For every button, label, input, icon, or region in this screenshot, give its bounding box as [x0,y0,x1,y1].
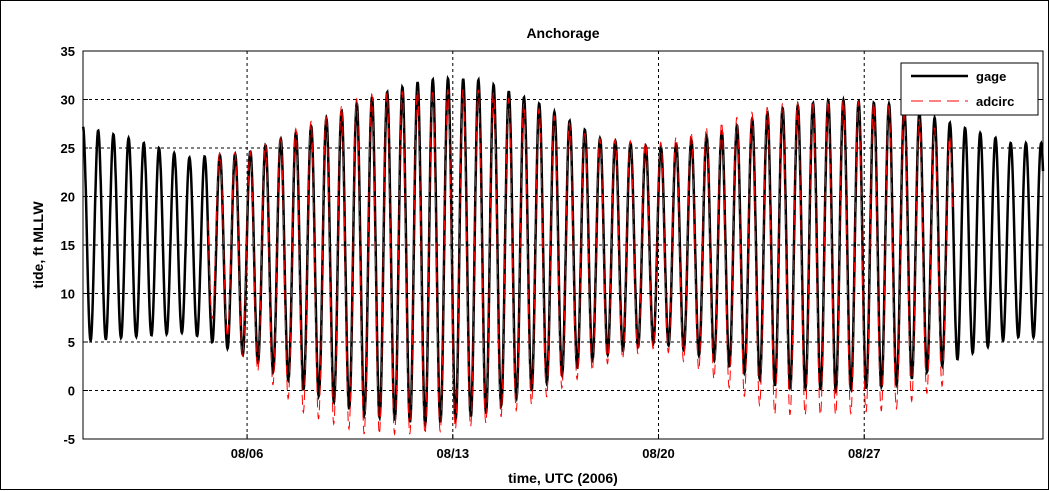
y-tick-label: 0 [68,384,75,399]
y-tick-label: 10 [61,287,75,302]
chart-title: Anchorage [526,25,599,41]
y-tick-label: -5 [63,432,75,447]
x-tick-label: 08/20 [642,446,675,461]
y-tick-label: 20 [61,190,75,205]
y-axis-ticks: -5 0 5 10 15 20 25 30 35 [61,44,1043,447]
y-tick-label: 25 [61,141,75,156]
x-axis-ticks: 08/06 08/13 08/20 08/27 [231,434,881,461]
y-axis-label: tide, ft MLLW [30,201,46,289]
legend-box [900,62,1039,116]
legend: gage adcirc [900,62,1039,116]
series-layer [81,74,1045,437]
x-tick-label: 08/06 [231,446,264,461]
x-tick-label: 08/13 [437,446,470,461]
y-tick-label: 35 [61,44,75,59]
legend-adcirc-label: adcirc [976,94,1014,109]
series-line-adcirc [207,88,953,437]
legend-gage-label: gage [976,69,1006,84]
x-tick-label: 08/27 [848,446,881,461]
x-axis-label: time, UTC (2006) [508,470,618,486]
y-tick-label: 15 [61,238,75,253]
y-tick-label: 5 [68,335,75,350]
y-tick-label: 30 [61,93,75,108]
